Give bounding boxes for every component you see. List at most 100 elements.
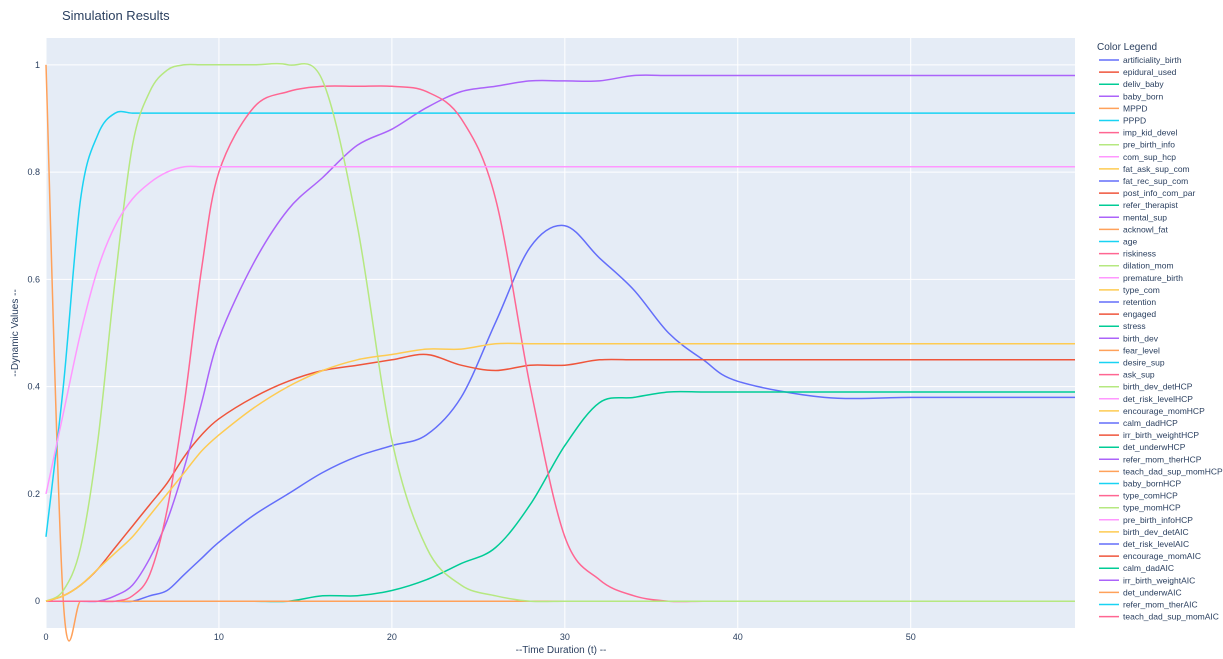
series-line: [45, 74, 1075, 603]
legend-item[interactable]: irr_birth_weightAIC: [1099, 575, 1195, 585]
legend-item[interactable]: artificiality_birth: [1099, 55, 1182, 65]
legend-item[interactable]: retention: [1099, 297, 1156, 307]
y-tick-label: 0: [35, 596, 40, 606]
legend-item[interactable]: birth_dev_detHCP: [1099, 382, 1193, 392]
legend-label: MPPD: [1123, 103, 1148, 113]
y-tick-label: 0.8: [27, 167, 40, 177]
legend-label: post_info_com_par: [1123, 188, 1195, 198]
legend-item[interactable]: birth_dev: [1099, 333, 1159, 343]
legend-item[interactable]: baby_born: [1099, 91, 1163, 101]
legend-label: type_com: [1123, 285, 1160, 295]
legend-label: fat_rec_sup_com: [1123, 176, 1188, 186]
legend-item[interactable]: encourage_momHCP: [1099, 406, 1205, 416]
x-tick-label: 50: [906, 632, 916, 642]
legend-title: Color Legend: [1097, 42, 1157, 53]
legend-item[interactable]: engaged: [1099, 309, 1156, 319]
legend-item[interactable]: fat_ask_sup_com: [1099, 164, 1190, 174]
legend-item[interactable]: det_risk_levelHCP: [1099, 394, 1193, 404]
legend-item[interactable]: fat_rec_sup_com: [1099, 176, 1188, 186]
legend-item[interactable]: refer_mom_therAIC: [1099, 600, 1198, 610]
legend-item[interactable]: deliv_baby: [1099, 79, 1164, 89]
legend-item[interactable]: calm_dadAIC: [1099, 563, 1174, 573]
legend-item[interactable]: post_info_com_par: [1099, 188, 1195, 198]
y-tick-label: 0.4: [27, 382, 40, 392]
legend-item[interactable]: riskiness: [1099, 249, 1156, 259]
legend-label: premature_birth: [1123, 273, 1183, 283]
legend-label: fat_ask_sup_com: [1123, 164, 1190, 174]
y-axis-ticks: 0 0.2 0.4 0.6 0.8 1: [27, 60, 40, 606]
legend-label: calm_dadAIC: [1123, 563, 1174, 573]
legend-label: refer_mom_therAIC: [1123, 600, 1198, 610]
legend-item[interactable]: epidural_used: [1099, 67, 1177, 77]
legend-item[interactable]: imp_kid_devel: [1099, 128, 1177, 138]
y-tick-label: 1: [35, 60, 40, 70]
legend-item[interactable]: PPPD: [1099, 116, 1146, 126]
legend-label: det_underwHCP: [1123, 442, 1186, 452]
series-line: [45, 342, 1075, 602]
x-tick-label: 30: [560, 632, 570, 642]
x-tick-label: 10: [214, 632, 224, 642]
legend-item[interactable]: det_underwHCP: [1099, 442, 1186, 452]
legend-item[interactable]: premature_birth: [1099, 273, 1183, 283]
legend-label: encourage_momAIC: [1123, 551, 1201, 561]
legend-label: mental_sup: [1123, 212, 1167, 222]
legend-item[interactable]: baby_bornHCP: [1099, 479, 1181, 489]
legend-item[interactable]: type_momHCP: [1099, 503, 1181, 513]
legend-item[interactable]: det_risk_levelAIC: [1099, 539, 1189, 549]
legend-item[interactable]: com_sup_hcp: [1099, 152, 1176, 162]
legend-label: retention: [1123, 297, 1156, 307]
legend-label: type_comHCP: [1123, 491, 1178, 501]
legend-label: teach_dad_sup_momAIC: [1123, 612, 1219, 622]
legend-label: refer_mom_therHCP: [1123, 454, 1202, 464]
legend-item[interactable]: irr_birth_weightHCP: [1099, 430, 1199, 440]
legend-item[interactable]: MPPD: [1099, 103, 1148, 113]
legend-item[interactable]: birth_dev_detAIC: [1099, 527, 1189, 537]
legend-item[interactable]: dilation_mom: [1099, 261, 1174, 271]
legend-item[interactable]: calm_dadHCP: [1099, 418, 1178, 428]
legend-item[interactable]: fear_level: [1099, 345, 1160, 355]
legend-item[interactable]: type_com: [1099, 285, 1160, 295]
legend-item[interactable]: type_comHCP: [1099, 491, 1178, 501]
legend-item[interactable]: refer_therapist: [1099, 200, 1178, 210]
legend-label: dilation_mom: [1123, 261, 1174, 271]
legend-item[interactable]: pre_birth_info: [1099, 140, 1175, 150]
legend-label: birth_dev_detHCP: [1123, 382, 1193, 392]
series-line: [45, 353, 1075, 602]
x-tick-label: 40: [733, 632, 743, 642]
legend-label: stress: [1123, 321, 1146, 331]
legend-item[interactable]: desire_sup: [1099, 358, 1165, 368]
legend-label: deliv_baby: [1123, 79, 1164, 89]
legend-item[interactable]: encourage_momAIC: [1099, 551, 1201, 561]
series-line: [45, 62, 1075, 603]
legend-item[interactable]: refer_mom_therHCP: [1099, 454, 1202, 464]
legend-label: det_risk_levelHCP: [1123, 394, 1193, 404]
legend-label: epidural_used: [1123, 67, 1177, 77]
legend-item[interactable]: teach_dad_sup_momHCP: [1099, 466, 1223, 476]
legend-item[interactable]: stress: [1099, 321, 1146, 331]
legend-label: teach_dad_sup_momHCP: [1123, 466, 1223, 476]
legend-item[interactable]: teach_dad_sup_momAIC: [1099, 612, 1219, 622]
legend-label: pre_birth_info: [1123, 140, 1175, 150]
plot-area: [46, 38, 1075, 628]
legend-label: acknowl_fat: [1123, 224, 1169, 234]
legend-label: det_underwAIC: [1123, 587, 1182, 597]
legend-label: birth_dev_detAIC: [1123, 527, 1189, 537]
legend-item[interactable]: acknowl_fat: [1099, 224, 1169, 234]
legend: artificiality_birth epidural_used deliv_ba…: [1099, 55, 1223, 622]
legend-label: fear_level: [1123, 345, 1160, 355]
legend-item[interactable]: ask_sup: [1099, 370, 1155, 380]
y-axis-title: --Dynamic Values --: [10, 289, 21, 377]
x-axis-ticks: 0 10 20 30 40 50: [43, 632, 915, 642]
chart-title: Simulation Results: [62, 8, 170, 23]
series-line: [45, 165, 1075, 495]
series-lines: [45, 62, 1075, 642]
x-tick-label: 20: [387, 632, 397, 642]
legend-item[interactable]: mental_sup: [1099, 212, 1167, 222]
legend-label: imp_kid_devel: [1123, 128, 1177, 138]
legend-item[interactable]: age: [1099, 237, 1137, 247]
legend-item[interactable]: pre_birth_infoHCP: [1099, 515, 1193, 525]
legend-label: pre_birth_infoHCP: [1123, 515, 1193, 525]
legend-item[interactable]: det_underwAIC: [1099, 587, 1182, 597]
legend-label: PPPD: [1123, 116, 1146, 126]
